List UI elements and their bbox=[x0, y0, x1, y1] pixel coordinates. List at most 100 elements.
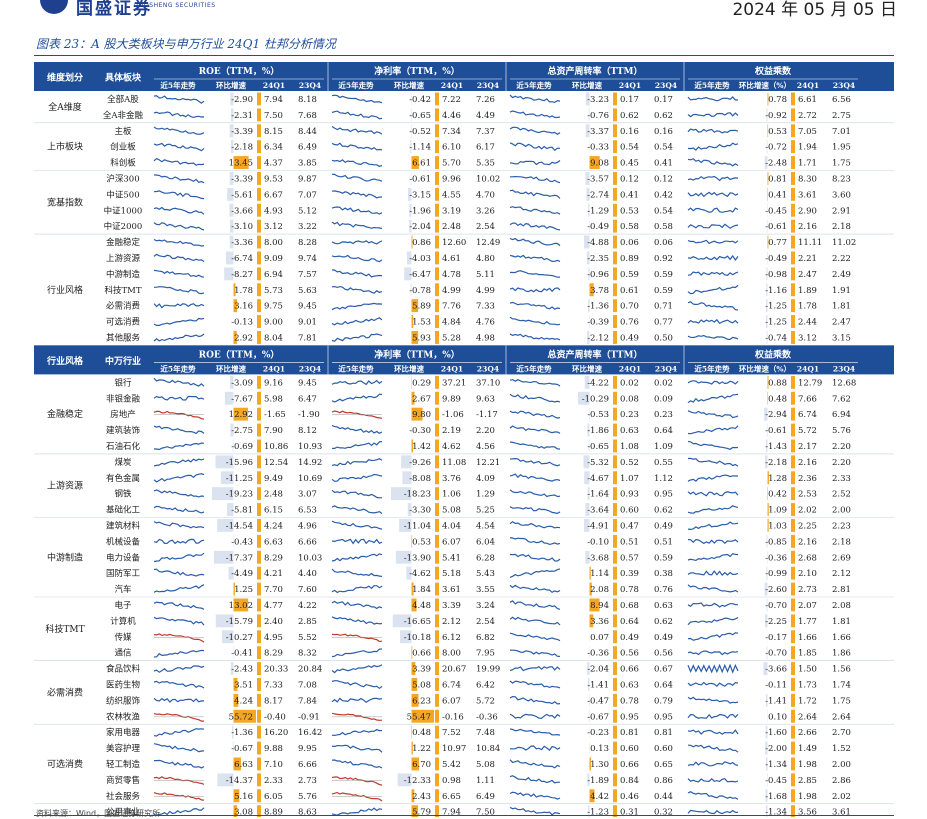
header-sub: 近5年走势 bbox=[516, 80, 552, 90]
q1-bar bbox=[613, 487, 617, 500]
sparkline bbox=[688, 159, 738, 166]
sparkline bbox=[154, 191, 204, 199]
q1-value: 0.57 bbox=[620, 553, 639, 563]
q4-value: 6.49 bbox=[298, 143, 317, 153]
q1-value: 4.84 bbox=[442, 318, 461, 328]
category-label: 可选消费 bbox=[47, 758, 83, 770]
change-value: -0.78 bbox=[409, 286, 431, 296]
sparkline bbox=[510, 776, 560, 783]
change-value: 6.63 bbox=[234, 760, 253, 770]
change-value: 8.94 bbox=[590, 601, 609, 611]
header-sub: 环比增速 bbox=[216, 80, 246, 90]
change-value: -4.91 bbox=[587, 521, 609, 531]
sparkline bbox=[688, 177, 738, 181]
q1-value: 2.40 bbox=[264, 617, 283, 627]
q1-bar bbox=[435, 678, 439, 691]
q4-value: 0.95 bbox=[654, 712, 673, 722]
sparkline bbox=[688, 762, 738, 766]
change-value: 13.02 bbox=[229, 601, 253, 611]
sparkline bbox=[154, 506, 204, 513]
q4-value: 2.20 bbox=[832, 458, 851, 468]
change-value: -1.41 bbox=[765, 696, 787, 706]
sparkline bbox=[154, 397, 204, 401]
q1-value: 3.19 bbox=[442, 206, 461, 216]
q1-bar bbox=[257, 471, 261, 484]
sparkline bbox=[332, 602, 382, 609]
q1-bar bbox=[257, 267, 261, 280]
change-value: -1.43 bbox=[765, 442, 787, 452]
q1-bar bbox=[791, 646, 795, 659]
sparkline bbox=[510, 490, 560, 497]
q1-value: 20.67 bbox=[442, 665, 466, 675]
q1-bar bbox=[435, 535, 439, 548]
change-value: 3.16 bbox=[234, 302, 253, 312]
q1-bar bbox=[435, 710, 439, 723]
change-value: 2.43 bbox=[412, 792, 431, 802]
sparkline bbox=[510, 207, 560, 215]
sparkline bbox=[332, 793, 382, 801]
q4-value: 0.62 bbox=[654, 506, 673, 516]
header-sub: 近5年走势 bbox=[516, 363, 552, 373]
change-value: -3.64 bbox=[587, 506, 609, 516]
change-value: 0.88 bbox=[768, 378, 787, 388]
q4-value: 0.16 bbox=[654, 127, 673, 137]
q4-value: 1.75 bbox=[832, 159, 851, 169]
q1-value: 0.54 bbox=[620, 143, 639, 153]
sparkline bbox=[154, 681, 204, 688]
q1-bar bbox=[435, 726, 439, 739]
q1-value: 2.10 bbox=[798, 569, 817, 579]
q1-bar bbox=[435, 662, 439, 675]
q1-value: 5.72 bbox=[798, 426, 817, 436]
sparkline bbox=[688, 697, 738, 703]
q1-bar bbox=[257, 773, 261, 786]
change-value: 5.16 bbox=[234, 792, 253, 802]
q1-bar bbox=[791, 583, 795, 596]
sparkline bbox=[154, 112, 204, 117]
row-name: 轻工制造 bbox=[106, 759, 141, 770]
change-value: -1.29 bbox=[587, 206, 609, 216]
sparkline bbox=[688, 256, 738, 260]
q4-value: 2.12 bbox=[832, 569, 851, 579]
q1-bar bbox=[791, 567, 795, 580]
q1-bar bbox=[435, 140, 439, 153]
q1-bar bbox=[257, 408, 261, 421]
category-label: 行业风格 bbox=[47, 284, 83, 296]
change-value: -0.52 bbox=[409, 127, 431, 137]
q1-value: 1.98 bbox=[798, 760, 817, 770]
change-value: -3.23 bbox=[587, 95, 609, 105]
q1-value: 0.47 bbox=[620, 521, 639, 531]
q1-value: 0.68 bbox=[620, 601, 639, 611]
q1-bar bbox=[435, 376, 439, 389]
q4-value: 1.75 bbox=[832, 696, 851, 706]
sparkline bbox=[510, 127, 560, 134]
sparkline bbox=[510, 617, 560, 625]
q1-bar bbox=[613, 172, 617, 185]
q1-value: 0.70 bbox=[620, 302, 639, 312]
q1-value: 0.45 bbox=[620, 159, 639, 169]
change-value: -2.25 bbox=[765, 617, 787, 627]
sparkline bbox=[510, 190, 560, 198]
q1-value: -1.06 bbox=[442, 410, 464, 420]
change-value: -2.31 bbox=[231, 111, 253, 121]
q1-bar bbox=[435, 519, 439, 532]
change-value: -11.04 bbox=[404, 521, 431, 531]
q4-value: 1.81 bbox=[832, 302, 851, 312]
q4-value: 4.99 bbox=[476, 286, 495, 296]
sparkline bbox=[332, 506, 382, 514]
sparkline bbox=[332, 381, 382, 385]
q4-value: 2.47 bbox=[832, 318, 851, 328]
q4-value: 3.07 bbox=[298, 490, 317, 500]
q1-value: 2.07 bbox=[798, 601, 817, 611]
q1-value: 1.77 bbox=[798, 617, 817, 627]
q1-bar bbox=[435, 108, 439, 121]
sparkline bbox=[688, 745, 738, 752]
q1-bar bbox=[257, 156, 261, 169]
q1-value: 5.98 bbox=[264, 394, 283, 404]
change-value: 5.93 bbox=[412, 333, 431, 343]
q4-value: 2.54 bbox=[476, 222, 495, 232]
change-value: 1.14 bbox=[590, 569, 609, 579]
q4-value: 2.20 bbox=[832, 442, 851, 452]
q1-bar bbox=[613, 503, 617, 516]
change-value: -5.61 bbox=[231, 190, 253, 200]
q4-value: 0.71 bbox=[654, 302, 673, 312]
